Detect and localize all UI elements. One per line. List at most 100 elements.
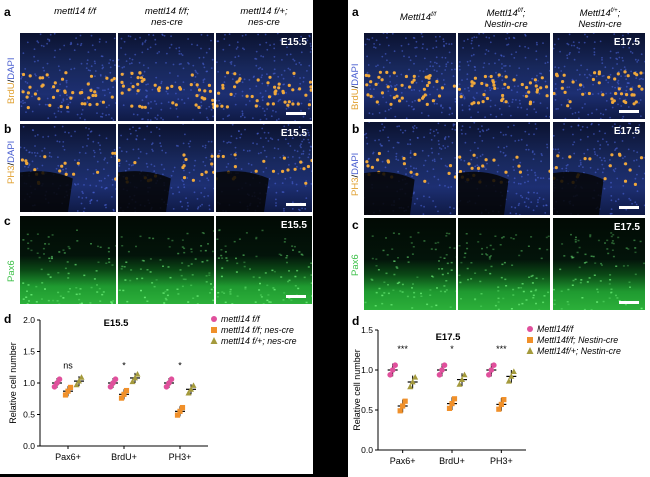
data-point	[387, 372, 393, 378]
pax6-micrograph	[458, 218, 550, 310]
x-tick-label: BrdU+	[439, 456, 465, 466]
legend-marker	[210, 337, 218, 344]
data-point	[389, 367, 396, 373]
col-header-1-right: Mettl14f/f	[399, 12, 437, 24]
scale-bar	[286, 295, 306, 298]
chart-title: E15.5	[104, 318, 130, 329]
data-point	[459, 376, 465, 382]
row-label-ph3: PH3/DAPI	[6, 140, 17, 184]
data-point	[134, 370, 141, 377]
data-point	[179, 404, 186, 411]
row-label-pax6-right: Pax6	[350, 254, 361, 276]
data-point	[402, 398, 408, 404]
data-point	[441, 362, 448, 368]
panel-letter-b: b	[4, 122, 12, 136]
row-label-brdu-right: BrdU/DAPI	[350, 63, 361, 110]
y-tick-label: 1.0	[23, 378, 35, 388]
y-tick-label: 0.5	[361, 405, 373, 415]
chart-e17-5: 0.0 0.5 1.0 1.5 Relative cell number E17.5 Pax…	[352, 324, 621, 466]
panel-letter-c-right: c	[352, 218, 359, 232]
brdu-micrograph: E17.5	[553, 33, 645, 119]
data-point	[397, 408, 403, 414]
data-point	[78, 374, 85, 380]
data-point	[409, 378, 416, 385]
brdu-micrograph	[458, 33, 550, 119]
data-point	[505, 378, 512, 384]
data-point	[62, 392, 69, 398]
stage-label: E15.5	[280, 220, 307, 231]
y-tick-label: 1.5	[361, 325, 373, 335]
x-tick-label: BrdU+	[111, 452, 137, 462]
chart-title: E17.5	[436, 332, 462, 343]
significance-label: *	[450, 344, 454, 354]
y-tick-label: 1.5	[23, 347, 35, 357]
pax6-micrograph	[20, 216, 116, 304]
data-point	[56, 376, 63, 383]
stage-label: E15.5	[280, 37, 307, 48]
legend-marker	[526, 347, 534, 354]
panel-letter-b-right: b	[352, 122, 360, 136]
y-tick-label: 0.0	[361, 445, 373, 455]
data-point	[461, 371, 468, 378]
data-point	[400, 403, 406, 409]
col-header-1: mettl14 f/f	[54, 6, 96, 17]
data-point	[118, 395, 125, 401]
ph3-micrograph	[118, 124, 214, 212]
brdu-micrograph	[20, 33, 116, 121]
significance-label: ***	[496, 344, 507, 354]
row-label-ph3-right: PH3/DAPI	[350, 152, 361, 196]
data-point	[65, 388, 71, 394]
scale-bar	[619, 110, 639, 113]
pax6-micrograph: E17.5	[553, 218, 645, 310]
x-tick-label: Pax6+	[390, 456, 416, 466]
data-point	[508, 373, 515, 379]
legend-label: mettl14 f/+; nes-cre	[221, 336, 297, 346]
legend-label: Mettl14f/f	[537, 324, 575, 334]
data-point	[73, 381, 80, 388]
y-tick-label: 0.0	[23, 441, 35, 451]
panel-letter-d: d	[4, 312, 12, 326]
data-point	[407, 383, 414, 390]
ph3-micrograph: E17.5	[553, 122, 645, 215]
x-tick-label: PH3+	[169, 452, 192, 462]
data-point	[488, 367, 495, 373]
brdu-micrograph	[364, 33, 456, 119]
y-tick-label: 2.0	[23, 315, 35, 325]
legend-marker	[211, 327, 217, 333]
significance-label: *	[178, 360, 182, 370]
legend-label: Mettl14f/+; Nestin-cre	[537, 346, 621, 356]
significance-label: *	[122, 360, 126, 370]
ph3-micrograph	[458, 122, 550, 215]
legend-label: mettl14 f/f; nes-cre	[221, 325, 294, 335]
y-axis-label: Relative cell number	[8, 342, 18, 424]
scale-bar	[619, 206, 639, 209]
panel-letter-d-right: d	[352, 314, 360, 328]
y-tick-label: 0.5	[23, 410, 35, 420]
data-point	[491, 362, 497, 368]
chart-e15-5: 0.0 0.5 1.0 1.5 2.0 Relative cell number E15.5…	[8, 314, 297, 462]
x-tick-label: PH3+	[490, 456, 513, 466]
stage-label: E17.5	[613, 37, 640, 48]
legend-marker	[211, 316, 217, 322]
data-point	[392, 362, 398, 368]
significance-label: ns	[63, 360, 73, 370]
scale-bar	[619, 301, 639, 304]
brdu-micrograph	[118, 33, 214, 121]
data-point	[498, 401, 504, 407]
data-point	[121, 391, 127, 397]
data-point	[451, 396, 458, 402]
scale-bar	[286, 112, 306, 115]
ph3-micrograph: E15.5	[216, 124, 312, 212]
ph3-micrograph	[364, 122, 456, 215]
data-point	[412, 374, 419, 380]
data-point	[446, 405, 453, 411]
col-header-2: mettl14 f/f; nes-cre	[144, 6, 190, 28]
stage-label: E17.5	[613, 126, 640, 137]
legend-marker	[527, 337, 533, 343]
legend-label: Mettl14f/f; Nestin-cre	[537, 335, 618, 345]
col-header-3-right: Mettl14f/+; Nestin-cre	[578, 8, 622, 31]
panel-letter-a-right: a	[352, 5, 359, 19]
right-figure: a Mettl14f/f Mettl14f/f; Nestin-cre Mettl…	[348, 0, 650, 477]
data-point	[132, 374, 138, 381]
left-figure: a mettl14 f/f mettl14 f/f; nes-cre mettl…	[0, 0, 313, 474]
